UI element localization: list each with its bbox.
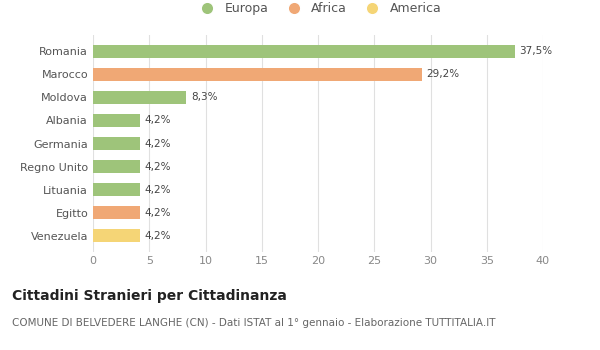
- Text: 4,2%: 4,2%: [145, 185, 171, 195]
- Bar: [93, 230, 140, 242]
- Bar: [93, 114, 140, 127]
- Text: COMUNE DI BELVEDERE LANGHE (CN) - Dati ISTAT al 1° gennaio - Elaborazione TUTTIT: COMUNE DI BELVEDERE LANGHE (CN) - Dati I…: [12, 318, 496, 329]
- Text: 4,2%: 4,2%: [145, 139, 171, 148]
- Text: Cittadini Stranieri per Cittadinanza: Cittadini Stranieri per Cittadinanza: [12, 289, 287, 303]
- Text: 4,2%: 4,2%: [145, 208, 171, 218]
- Legend: Europa, Africa, America: Europa, Africa, America: [190, 0, 446, 20]
- Bar: [93, 183, 140, 196]
- Bar: [93, 68, 421, 80]
- Bar: [93, 137, 140, 150]
- Text: 29,2%: 29,2%: [426, 69, 459, 79]
- Bar: [93, 91, 187, 104]
- Text: 4,2%: 4,2%: [145, 162, 171, 172]
- Bar: [93, 160, 140, 173]
- Text: 4,2%: 4,2%: [145, 231, 171, 241]
- Bar: [93, 45, 515, 57]
- Text: 37,5%: 37,5%: [520, 46, 553, 56]
- Bar: [93, 206, 140, 219]
- Text: 8,3%: 8,3%: [191, 92, 217, 102]
- Text: 4,2%: 4,2%: [145, 116, 171, 125]
